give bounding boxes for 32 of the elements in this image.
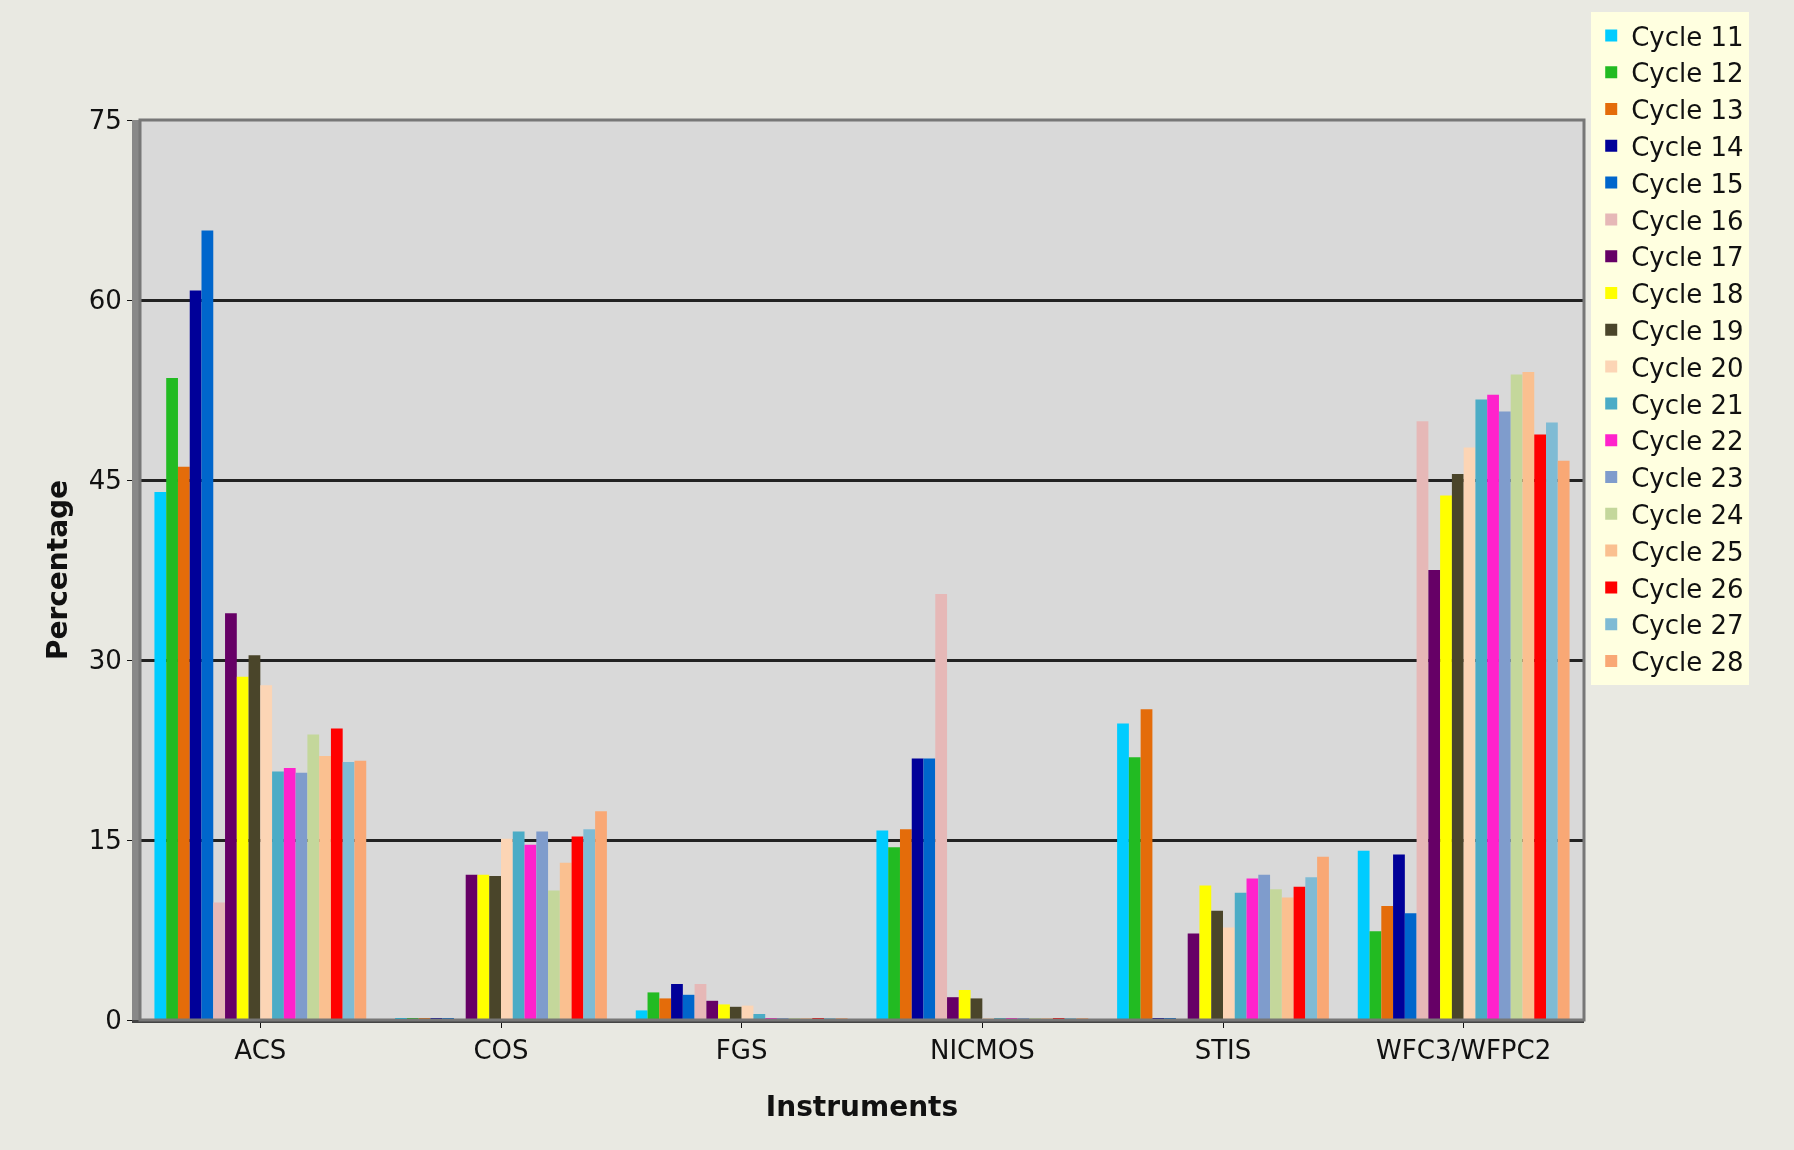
- legend-label: Cycle 19: [1631, 315, 1744, 346]
- y-tick-label: 45: [88, 465, 122, 496]
- legend-label: Cycle 12: [1631, 58, 1744, 89]
- legend-label: Cycle 21: [1631, 389, 1744, 420]
- legend-label: Cycle 14: [1631, 131, 1744, 162]
- legend-label: Cycle 18: [1631, 279, 1744, 310]
- legend-label: Cycle 13: [1631, 95, 1744, 126]
- x-tick-label: NICMOS: [929, 1035, 1035, 1066]
- legend-label: Cycle 25: [1631, 536, 1744, 567]
- x-tick-label: COS: [473, 1035, 529, 1066]
- legend-label: Cycle 15: [1631, 168, 1744, 199]
- x-tick-label: WFC3/WFPC2: [1376, 1035, 1552, 1066]
- legend-label: Cycle 17: [1631, 242, 1744, 273]
- legend-label: Cycle 27: [1631, 610, 1744, 641]
- legend-label: Cycle 23: [1631, 463, 1744, 494]
- legend-label: Cycle 24: [1631, 499, 1744, 530]
- y-tick-label: 75: [88, 105, 122, 136]
- y-tick-label: 60: [88, 285, 122, 316]
- y-tick-label: 15: [88, 825, 122, 856]
- legend-label: Cycle 20: [1631, 352, 1744, 383]
- legend-label: Cycle 16: [1631, 205, 1744, 236]
- y-tick-label: 0: [105, 1005, 122, 1036]
- x-axis-title: Instruments: [765, 1090, 959, 1123]
- x-tick-label: ACS: [234, 1035, 287, 1066]
- y-tick-label: 30: [88, 645, 122, 676]
- legend-label: Cycle 28: [1631, 647, 1744, 678]
- legend-label: Cycle 26: [1631, 573, 1744, 604]
- y-axis-title: Percentage: [41, 479, 74, 661]
- legend-label: Cycle 11: [1631, 21, 1744, 52]
- legend-label: Cycle 22: [1631, 426, 1744, 457]
- x-tick-label: STIS: [1194, 1035, 1252, 1066]
- x-tick-label: FGS: [715, 1035, 768, 1066]
